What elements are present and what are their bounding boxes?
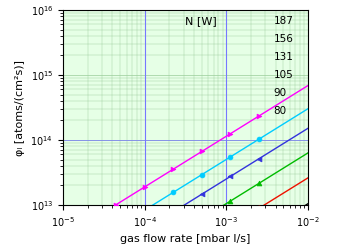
Text: 90: 90 [274, 88, 287, 98]
Text: 156: 156 [274, 34, 294, 44]
Text: 131: 131 [274, 52, 294, 62]
Text: 187: 187 [274, 16, 294, 26]
Y-axis label: φₗ [atoms/(cm²s)]: φₗ [atoms/(cm²s)] [15, 60, 25, 156]
X-axis label: gas flow rate [mbar l/s]: gas flow rate [mbar l/s] [120, 234, 251, 244]
Text: N [W]: N [W] [186, 16, 217, 26]
Text: 80: 80 [274, 106, 287, 116]
Text: 105: 105 [274, 70, 293, 80]
